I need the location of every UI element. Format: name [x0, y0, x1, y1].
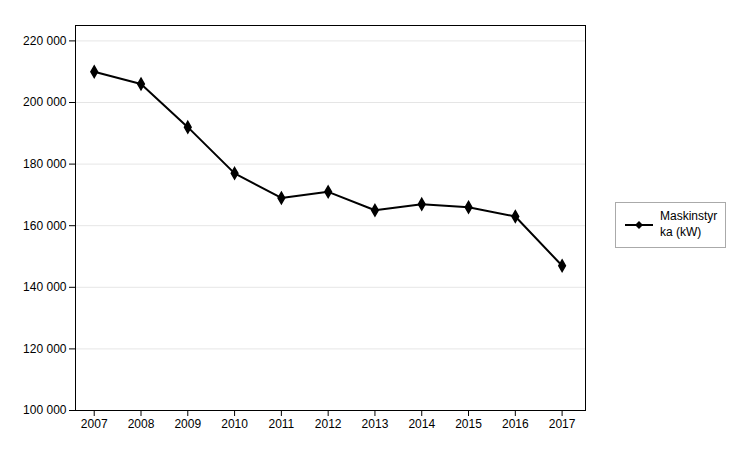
svg-text:180 000: 180 000	[23, 157, 67, 171]
svg-text:2008: 2008	[128, 417, 155, 431]
svg-text:2013: 2013	[362, 417, 389, 431]
svg-text:2016: 2016	[502, 417, 529, 431]
svg-text:160 000: 160 000	[23, 219, 67, 233]
svg-text:2017: 2017	[549, 417, 576, 431]
svg-text:2010: 2010	[221, 417, 248, 431]
svg-text:120 000: 120 000	[23, 342, 67, 356]
svg-text:2007: 2007	[81, 417, 108, 431]
svg-text:140 000: 140 000	[23, 280, 67, 294]
svg-text:100 000: 100 000	[23, 403, 67, 417]
svg-text:2015: 2015	[455, 417, 482, 431]
svg-text:200 000: 200 000	[23, 95, 67, 109]
svg-text:2012: 2012	[315, 417, 342, 431]
svg-text:2009: 2009	[174, 417, 201, 431]
svg-text:220 000: 220 000	[23, 34, 67, 48]
html-text:Maskinstyr ka (kW): Maskinstyr ka (kW)	[660, 209, 718, 239]
svg-text:2011: 2011	[268, 417, 294, 431]
svg-text:2014: 2014	[408, 417, 435, 431]
